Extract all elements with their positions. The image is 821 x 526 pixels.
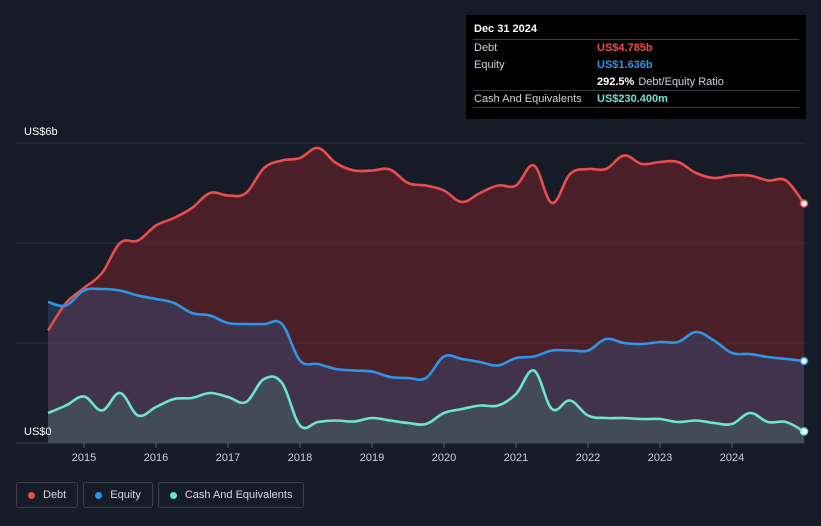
legend-label-equity: Equity	[110, 489, 141, 501]
tooltip-date: Dec 31 2024	[474, 23, 537, 35]
x-tick-label: 2022	[576, 452, 600, 464]
series-areas	[48, 147, 804, 443]
tooltip-row-cash: Cash And Equivalents US$230.400m	[473, 90, 799, 108]
x-tick-label: 2021	[504, 452, 528, 464]
tooltip-cash-value: US$230.400m	[597, 93, 668, 105]
debt-area	[48, 147, 804, 443]
legend-dot-cash	[169, 491, 177, 499]
legend-label-cash: Cash And Equivalents	[184, 489, 293, 501]
cash-and-equivalents-line	[47, 369, 805, 433]
tooltip-row-equity: Equity US$1.636b	[473, 56, 799, 73]
cash-and-equivalents-area	[48, 370, 804, 443]
x-tick-label: 2024	[720, 452, 744, 464]
tooltip-debt-value: US$4.785b	[597, 42, 653, 54]
tooltip-row-ratio: 292.5% Debt/Equity Ratio	[473, 73, 799, 90]
x-tick-label: 2017	[216, 452, 240, 464]
x-tick-label: 2020	[432, 452, 456, 464]
equity-line	[47, 287, 805, 382]
legend-item-equity[interactable]: Equity	[83, 482, 153, 508]
debt-end-marker	[799, 199, 809, 208]
chart-legend: Debt Equity Cash And Equivalents	[16, 482, 309, 508]
equity-area	[48, 288, 804, 443]
tooltip-ratio-value: 292.5%	[597, 76, 635, 88]
legend-label-debt: Debt	[43, 489, 67, 501]
legend-dot-debt	[28, 491, 35, 499]
tooltip-cash-label: Cash And Equivalents	[474, 93, 582, 105]
cash-and-equivalents-end-marker	[799, 427, 809, 436]
tooltip-equity-value: US$1.636b	[597, 59, 653, 71]
tooltip-row-debt: Debt US$4.785b	[473, 39, 799, 56]
legend-dot-equity	[95, 491, 103, 499]
tooltip-ratio-suffix: Debt/Equity Ratio	[638, 76, 724, 88]
x-tick-label: 2023	[648, 452, 672, 464]
x-axis: 2015 2016 2017 2018 2019 2020 2021 2022 2023 2024	[72, 443, 744, 464]
equity-end-marker	[799, 356, 809, 366]
x-tick-label: 2019	[360, 452, 384, 464]
x-tick-label: 2018	[288, 452, 312, 464]
y-axis-bottom-label: US$0	[24, 426, 52, 438]
legend-item-debt[interactable]: Debt	[16, 482, 79, 508]
x-tick-label: 2015	[72, 452, 96, 464]
debt-line	[46, 146, 806, 332]
y-axis-top-label: US$6b	[24, 126, 58, 138]
legend-item-cash[interactable]: Cash And Equivalents	[157, 482, 305, 508]
tooltip-equity-label: Equity	[474, 59, 505, 71]
tooltip-debt-label: Debt	[474, 42, 498, 54]
data-tooltip: Dec 31 2024 Debt US$4.785b Equity US$1.6…	[466, 15, 806, 119]
x-tick-label: 2016	[144, 452, 168, 464]
series-lines	[46, 146, 806, 433]
end-markers	[799, 199, 809, 436]
